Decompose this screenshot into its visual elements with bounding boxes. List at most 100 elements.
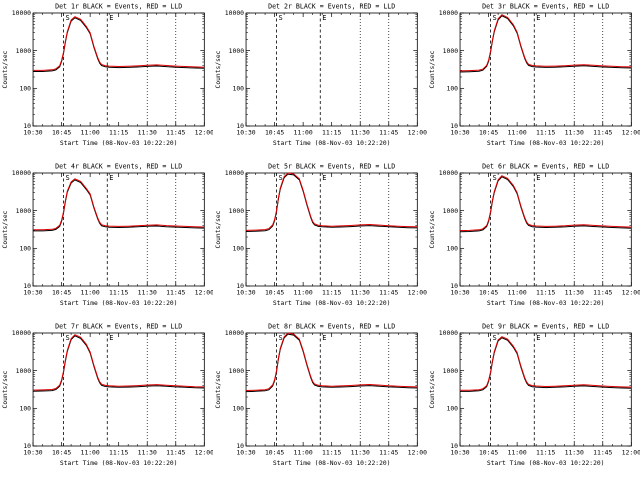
y-axis-label: Counts/sec	[215, 50, 222, 88]
x-tick-label: 12:00	[195, 129, 214, 137]
x-tick-label: 10:45	[479, 289, 498, 297]
flare-marker-label: E	[109, 174, 113, 182]
plot-frame	[245, 332, 419, 447]
chart-det-9r: 10:30 10:45 11:00 11:15 11:30 11:45 12:00 10 100…	[427, 320, 640, 480]
plot-title: Det 6r BLACK = Events, RED = LLD	[482, 163, 609, 171]
flare-marker-label: S	[279, 14, 283, 22]
y-axis-label: Counts/sec	[429, 210, 436, 248]
chart-det-6r: 10:30 10:45 11:00 11:15 11:30 11:45 12:00 10 100…	[427, 160, 640, 320]
x-tick-label: 11:15	[109, 129, 128, 137]
plot-frame	[32, 12, 205, 127]
y-axis-label: Counts/sec	[215, 210, 222, 248]
plot-svg: 10:30 10:45 11:00 11:15 11:30 11:45 12:00 10 100…	[215, 163, 426, 307]
plot-title: Det 3r BLACK = Events, RED = LLD	[482, 3, 609, 11]
x-tick-label: 10:30	[237, 449, 256, 457]
x-tick-label: 11:00	[294, 129, 313, 137]
x-tick-label: 10:45	[479, 449, 498, 457]
y-tick-label: 1000	[442, 207, 458, 215]
chart-det-3r: 10:30 10:45 11:00 11:15 11:30 11:45 12:00 10 100…	[427, 0, 640, 160]
x-axis-label: Start Time (08-Nov-03 10:22:20)	[487, 300, 605, 307]
y-tick-label: 10	[237, 122, 245, 130]
chart-det-1r: 10:30 10:45 11:00 11:15 11:30 11:45 12:00 10 100…	[0, 0, 213, 160]
x-axis-label: Start Time (08-Nov-03 10:22:20)	[487, 140, 605, 147]
x-tick-label: 11:45	[593, 449, 612, 457]
x-axis-label: Start Time (08-Nov-03 10:22:20)	[273, 140, 391, 147]
flare-marker-label: E	[109, 14, 113, 22]
flare-marker-label: S	[492, 174, 496, 182]
x-tick-label: 10:45	[265, 449, 284, 457]
x-tick-label: 11:30	[138, 129, 157, 137]
x-tick-label: 11:30	[351, 449, 370, 457]
x-tick-label: 12:00	[621, 449, 640, 457]
plot-frame	[32, 172, 205, 287]
events-series-line	[246, 333, 418, 393]
flare-marker-label: E	[536, 14, 540, 22]
y-tick-label: 1000	[16, 207, 32, 215]
flare-marker-label: S	[492, 14, 496, 22]
chart-det-5r: 10:30 10:45 11:00 11:15 11:30 11:45 12:00 10 100…	[213, 160, 426, 320]
x-tick-label: 11:00	[81, 289, 100, 297]
lld-series-line	[33, 16, 205, 71]
x-tick-label: 11:00	[294, 289, 313, 297]
plot-frame	[32, 332, 205, 447]
lld-series-line	[246, 172, 418, 231]
flare-marker-label: S	[66, 14, 70, 22]
plot-title: Det 1r BLACK = Events, RED = LLD	[55, 3, 182, 11]
lld-series-line	[33, 334, 205, 391]
plot-frame	[245, 172, 419, 287]
flare-marker-label: E	[536, 334, 540, 342]
x-axis-label: Start Time (08-Nov-03 10:22:20)	[273, 300, 391, 307]
y-tick-label: 10000	[12, 9, 31, 17]
x-tick-label: 11:30	[138, 449, 157, 457]
flare-marker-label: S	[279, 174, 283, 182]
x-tick-label: 10:30	[450, 129, 469, 137]
x-tick-label: 11:15	[322, 129, 341, 137]
x-tick-label: 11:45	[379, 449, 398, 457]
y-tick-label: 10	[23, 282, 31, 290]
x-axis-label: Start Time (08-Nov-03 10:22:20)	[60, 460, 178, 467]
y-axis-label: Counts/sec	[2, 370, 9, 408]
x-axis-label: Start Time (08-Nov-03 10:22:20)	[60, 300, 178, 307]
lld-series-line	[459, 175, 631, 232]
plot-frame	[245, 12, 419, 127]
y-tick-label: 10000	[438, 9, 457, 17]
x-tick-label: 11:15	[322, 289, 341, 297]
chart-det-8r: 10:30 10:45 11:00 11:15 11:30 11:45 12:00 10 100…	[213, 320, 426, 480]
events-series-line	[33, 17, 205, 73]
y-tick-label: 10000	[225, 169, 244, 177]
chart-det-7r: 10:30 10:45 11:00 11:15 11:30 11:45 12:00 10 100…	[0, 320, 213, 480]
plot-svg: 10:30 10:45 11:00 11:15 11:30 11:45 12:00 10 100…	[2, 163, 213, 307]
flare-marker-label: E	[323, 334, 327, 342]
x-tick-label: 11:00	[81, 449, 100, 457]
x-tick-label: 11:00	[507, 129, 526, 137]
y-tick-label: 100	[19, 405, 31, 413]
x-tick-label: 11:45	[379, 289, 398, 297]
x-tick-label: 10:45	[265, 289, 284, 297]
x-tick-label: 11:30	[351, 129, 370, 137]
y-tick-label: 100	[19, 85, 31, 93]
plot-title: Det 7r BLACK = Events, RED = LLD	[55, 323, 182, 331]
x-axis-label: Start Time (08-Nov-03 10:22:20)	[273, 460, 391, 467]
lld-series-line	[246, 332, 418, 391]
x-tick-label: 11:30	[138, 289, 157, 297]
flare-marker-label: E	[323, 174, 327, 182]
lld-series-line	[33, 178, 205, 231]
x-tick-label: 11:45	[166, 129, 185, 137]
y-tick-label: 1000	[229, 207, 245, 215]
events-series-line	[459, 176, 631, 233]
x-tick-label: 10:30	[23, 449, 42, 457]
x-tick-label: 10:30	[237, 289, 256, 297]
events-series-line	[246, 173, 418, 232]
x-tick-label: 11:15	[322, 449, 341, 457]
plot-title: Det 5r BLACK = Events, RED = LLD	[268, 163, 395, 171]
flare-marker-label: E	[109, 334, 113, 342]
y-axis-label: Counts/sec	[215, 370, 222, 408]
flare-marker-label: E	[323, 14, 327, 22]
y-tick-label: 10	[23, 122, 31, 130]
x-axis-label: Start Time (08-Nov-03 10:22:20)	[60, 140, 178, 147]
y-axis-label: Counts/sec	[429, 50, 436, 88]
y-tick-label: 10	[450, 122, 458, 130]
chart-det-2r: 10:30 10:45 11:00 11:15 11:30 11:45 12:00 10 100…	[213, 0, 426, 160]
lld-series-line	[459, 336, 631, 391]
y-tick-label: 10000	[225, 329, 244, 337]
